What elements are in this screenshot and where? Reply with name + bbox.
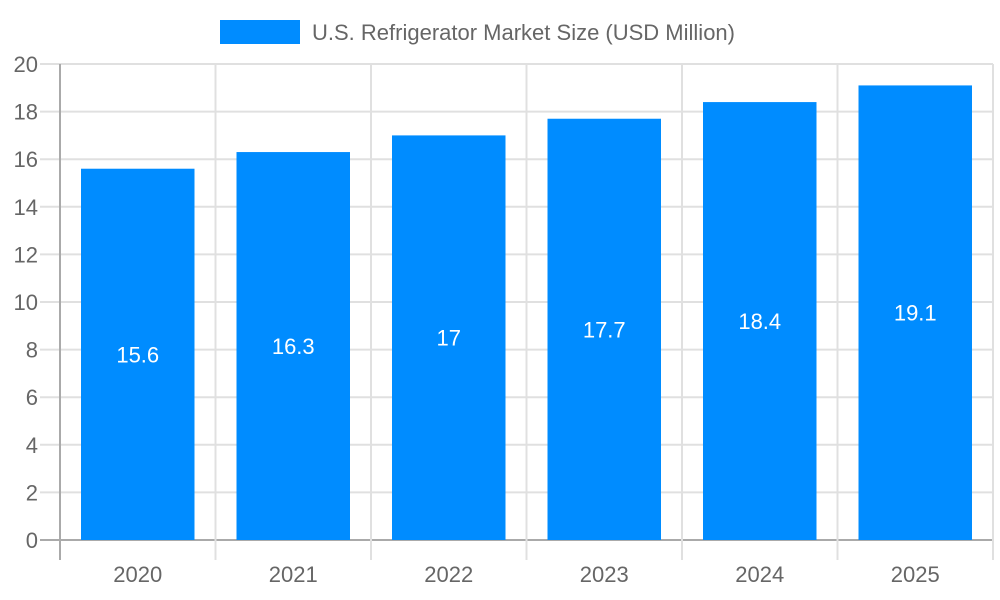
x-tick-label: 2025 — [891, 562, 940, 587]
bar-2021 — [236, 152, 350, 540]
x-tick-label: 2024 — [735, 562, 784, 587]
x-tick-label: 2022 — [424, 562, 473, 587]
bar-2020 — [81, 168, 195, 540]
legend-swatch — [220, 20, 300, 44]
data-label: 17 — [437, 326, 461, 351]
y-tick-label: 4 — [26, 433, 38, 458]
x-tick-label: 2021 — [269, 562, 318, 587]
data-label: 19.1 — [894, 301, 937, 326]
x-tick-label: 2023 — [580, 562, 629, 587]
y-tick-label: 12 — [14, 242, 38, 267]
data-label: 18.4 — [738, 309, 781, 334]
y-tick-label: 10 — [14, 290, 38, 315]
y-tick-label: 6 — [26, 385, 38, 410]
y-tick-label: 16 — [14, 147, 38, 172]
data-label: 16.3 — [272, 334, 315, 359]
bars: 15.6 16.3 17 17.7 18.4 19.1 — [81, 85, 972, 541]
bar-2024 — [703, 102, 817, 540]
y-tick-label: 8 — [26, 338, 38, 363]
gridlines — [40, 63, 994, 560]
data-label: 15.6 — [116, 342, 159, 367]
legend[interactable]: U.S. Refrigerator Market Size (USD Milli… — [220, 20, 735, 45]
y-tick-label: 14 — [14, 195, 38, 220]
y-tick-label: 20 — [14, 52, 38, 77]
bar-2023 — [547, 118, 661, 541]
y-tick-label: 0 — [26, 528, 38, 553]
data-label: 17.7 — [583, 317, 626, 342]
legend-label: U.S. Refrigerator Market Size (USD Milli… — [312, 20, 735, 45]
bar-2025 — [858, 85, 972, 541]
x-tick-label: 2020 — [113, 562, 162, 587]
y-tick-label: 2 — [26, 480, 38, 505]
bar-2022 — [392, 135, 506, 540]
y-tick-label: 18 — [14, 100, 38, 125]
